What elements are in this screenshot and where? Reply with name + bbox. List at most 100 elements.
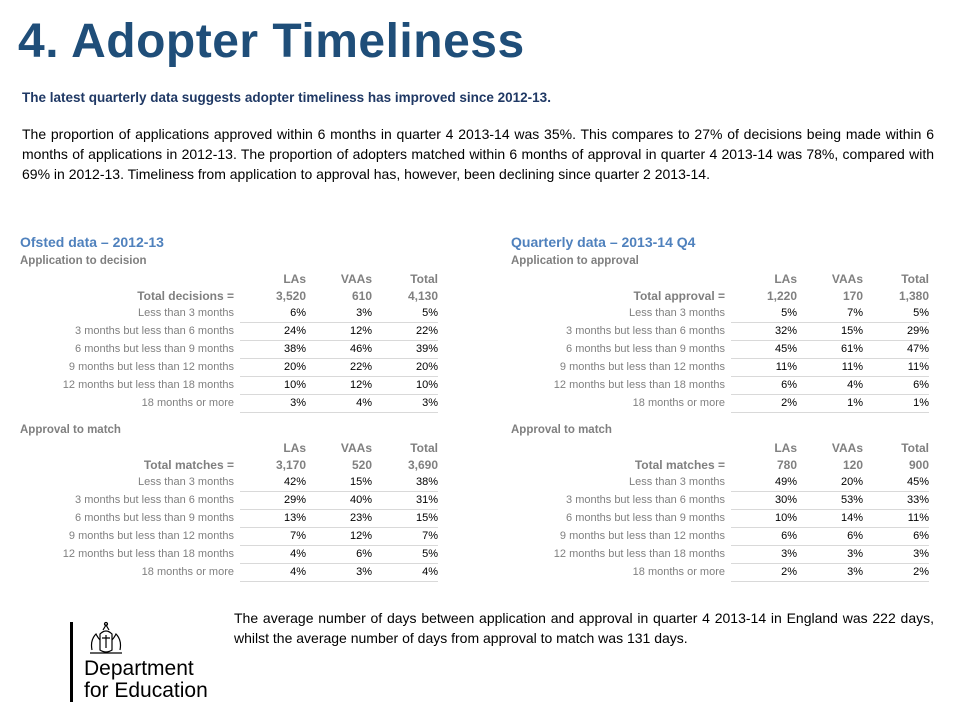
cell-value: 53% (797, 491, 863, 510)
column-header-row: LAs VAAs Total (511, 440, 929, 457)
cell-value: 11% (863, 509, 929, 528)
row-label: 3 months but less than 6 months (566, 494, 725, 506)
table-row: 18 months or more 2% 3% 2% (511, 563, 929, 582)
cell-value: 39% (372, 340, 438, 359)
ofsted-data-block: Ofsted data – 2012-13 Application to dec… (20, 234, 450, 582)
row-label: 6 months but less than 9 months (566, 512, 725, 524)
section-heading: Quarterly data – 2013-14 Q4 (511, 234, 696, 250)
row-label: 9 months but less than 12 months (68, 530, 234, 542)
table-row: 18 months or more 4% 3% 4% (20, 563, 438, 582)
column-header: VAAs (340, 272, 372, 286)
quarterly-data-block: Quarterly data – 2013-14 Q4 Application … (511, 234, 941, 582)
row-label: Less than 3 months (137, 307, 234, 320)
column-header: VAAs (831, 272, 863, 286)
cell-value: 46% (306, 340, 372, 359)
page-title: 4. Adopter Timeliness (18, 15, 525, 68)
data-table: LAs VAAs Total Total approval = 1,220 170 1,38… (511, 271, 929, 413)
cell-value: 38% (372, 474, 438, 492)
column-header: LAs (283, 441, 306, 455)
header-spacer (20, 440, 240, 457)
totals-label: Total decisions = (137, 289, 234, 303)
cell-value: 40% (306, 491, 372, 510)
column-header-row: LAs VAAs Total (511, 271, 929, 288)
totals-row: Total approval = 1,220 170 1,380 (511, 288, 929, 305)
table-subheading: Approval to match (511, 424, 612, 436)
table-row: Less than 3 months 5% 7% 5% (511, 305, 929, 323)
row-label: 18 months or more (632, 397, 725, 409)
logo-bar (70, 622, 73, 702)
cell-value: 47% (863, 340, 929, 359)
header-spacer (511, 271, 731, 288)
cell-value: 12% (306, 376, 372, 395)
table-row: Less than 3 months 49% 20% 45% (511, 474, 929, 492)
column-header: Total (410, 272, 438, 286)
row-label: Less than 3 months (628, 476, 725, 489)
total-value: 3,520 (275, 289, 306, 303)
table-row: 6 months but less than 9 months 10% 14% 11% (511, 509, 929, 528)
row-label: 6 months but less than 9 months (75, 512, 234, 524)
cell-value: 10% (731, 509, 797, 528)
table-row: 12 months but less than 18 months 10% 12% 1… (20, 376, 438, 395)
total-value: 610 (351, 289, 372, 303)
cell-value: 3% (797, 545, 863, 564)
column-header: VAAs (831, 441, 863, 455)
total-value: 3,690 (407, 458, 438, 472)
cell-value: 4% (240, 563, 306, 582)
table-row: Less than 3 months 42% 15% 38% (20, 474, 438, 492)
table-row: 3 months but less than 6 months 30% 53% 33% (511, 491, 929, 510)
cell-value: 11% (731, 358, 797, 377)
cell-value: 38% (240, 340, 306, 359)
section-heading: Ofsted data – 2012-13 (20, 234, 164, 250)
totals-row: Total matches = 780 120 900 (511, 457, 929, 474)
dfe-logo: Department for Education (70, 620, 240, 710)
row-label: 6 months but less than 9 months (75, 343, 234, 355)
totals-label: Total approval = (633, 289, 725, 303)
cell-value: 2% (863, 563, 929, 582)
cell-value: 29% (240, 491, 306, 510)
total-value: 1,380 (898, 289, 929, 303)
cell-value: 23% (306, 509, 372, 528)
column-header: Total (410, 441, 438, 455)
row-label: 9 months but less than 12 months (68, 361, 234, 373)
table-row: 6 months but less than 9 months 38% 46% 39% (20, 340, 438, 359)
cell-value: 12% (306, 527, 372, 546)
row-label: 3 months but less than 6 months (566, 325, 725, 337)
row-label: 12 months but less than 18 months (62, 548, 234, 560)
cell-value: 3% (731, 545, 797, 564)
cell-value: 6% (797, 527, 863, 546)
cell-value: 45% (731, 340, 797, 359)
cell-value: 42% (240, 474, 306, 492)
cell-value: 1% (863, 394, 929, 413)
table-row: 12 months but less than 18 months 6% 4% 6% (511, 376, 929, 395)
row-label: 12 months but less than 18 months (553, 379, 725, 391)
cell-value: 12% (306, 322, 372, 341)
cell-value: 1% (797, 394, 863, 413)
logo-line-2: for Education (84, 679, 208, 702)
table-row: 9 months but less than 12 months 20% 22% 20… (20, 358, 438, 377)
cell-value: 4% (797, 376, 863, 395)
row-label: 12 months but less than 18 months (62, 379, 234, 391)
total-value: 1,220 (766, 289, 797, 303)
cell-value: 20% (240, 358, 306, 377)
row-label: Less than 3 months (137, 476, 234, 489)
data-table: LAs VAAs Total Total decisions = 3,520 610 4,1… (20, 271, 438, 413)
row-label: 18 months or more (141, 397, 234, 409)
cell-value: 3% (863, 545, 929, 564)
table-row: 9 months but less than 12 months 11% 11% 11… (511, 358, 929, 377)
cell-value: 33% (863, 491, 929, 510)
cell-value: 3% (306, 305, 372, 323)
total-value: 780 (776, 458, 797, 472)
column-header: LAs (774, 272, 797, 286)
cell-value: 22% (306, 358, 372, 377)
total-value: 170 (842, 289, 863, 303)
cell-value: 2% (731, 394, 797, 413)
table-row: 6 months but less than 9 months 45% 61% 47% (511, 340, 929, 359)
totals-label: Total matches = (143, 458, 234, 472)
row-label: 18 months or more (632, 566, 725, 578)
row-label: 3 months but less than 6 months (75, 325, 234, 337)
cell-value: 15% (797, 322, 863, 341)
totals-label: Total matches = (634, 458, 725, 472)
header-spacer (20, 271, 240, 288)
table-row: 3 months but less than 6 months 24% 12% 22% (20, 322, 438, 341)
cell-value: 14% (797, 509, 863, 528)
